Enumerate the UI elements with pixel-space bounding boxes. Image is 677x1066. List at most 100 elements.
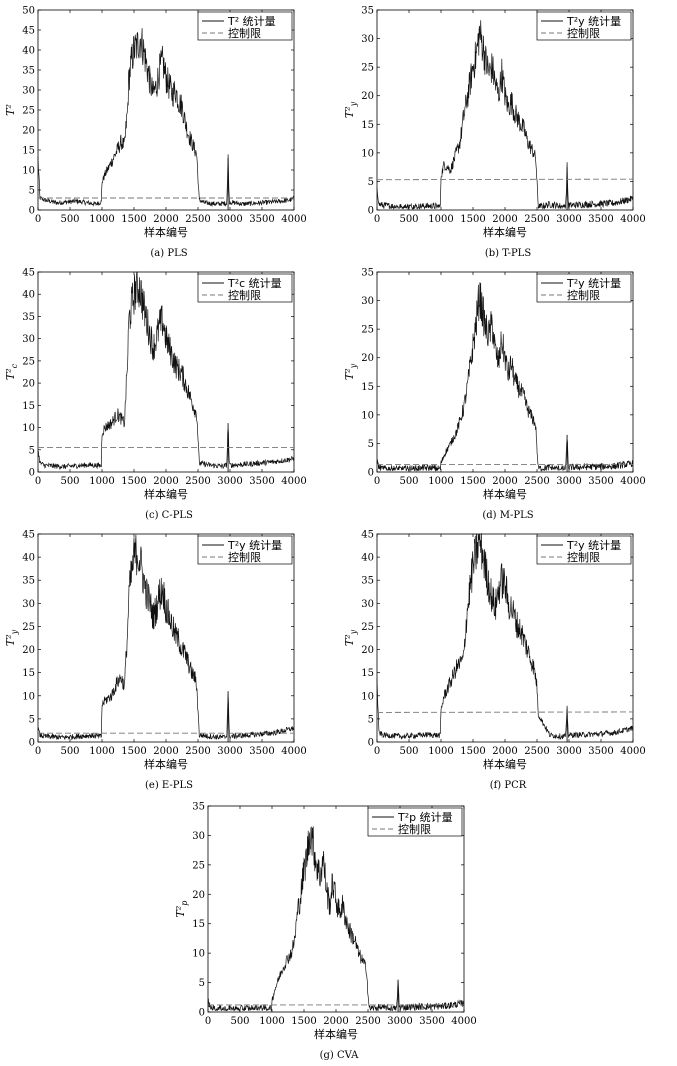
x-tick-label: 2500	[185, 476, 210, 487]
chart-panel-pcr: 0 5 10 15 20 25 30 35 40 45 0 500 1000 1500 2000 2500 30…	[339, 524, 677, 794]
chart-panel-m-pls: 0 5 10 15 20 25 30 35 0 500 1000 1500 2000 2500 3000 35…	[339, 262, 677, 524]
x-tick-label: 0	[374, 214, 380, 225]
chart-caption: (d) M-PLS	[482, 510, 534, 521]
chart-svg: 0 5 10 15 20 25 30 35 0 500 1000 1500 2000 2500 3000 35…	[343, 6, 646, 240]
y-tick-label: 5	[368, 177, 374, 188]
x-tick-label: 0	[374, 746, 380, 757]
y-tick-label: 5	[199, 978, 205, 989]
legend-label: T²y 统计量	[566, 15, 621, 28]
x-tick-label: 1500	[121, 214, 146, 225]
y-tick-label: 35	[361, 268, 374, 279]
x-tick-label: 0	[374, 476, 380, 487]
x-tick-label: 1500	[460, 476, 485, 487]
legend-label: 控制限	[398, 822, 431, 836]
y-tick-label: 30	[361, 599, 374, 610]
y-tick-label: 30	[22, 334, 35, 345]
x-axis-label: 样本编号	[144, 487, 188, 501]
x-tick-label: 500	[60, 476, 79, 487]
y-tick-label: 25	[361, 63, 374, 74]
y-axis-label-subscript: p	[180, 901, 189, 906]
chart-caption: (c) C-PLS	[145, 510, 193, 521]
x-tick-label: 3000	[556, 476, 581, 487]
legend-label: T²y 统计量	[566, 277, 621, 290]
x-tick-label: 0	[205, 1016, 211, 1027]
x-tick-label: 4000	[620, 476, 645, 487]
x-tick-label: 1500	[291, 1016, 316, 1027]
y-tick-label: 35	[361, 576, 374, 587]
y-tick-label: 15	[22, 401, 35, 412]
chart-caption: (g) CVA	[319, 1050, 359, 1061]
x-tick-label: 3000	[556, 746, 581, 757]
y-tick-label: 20	[361, 353, 374, 364]
y-axis-label: T²y	[343, 629, 358, 646]
y-tick-label: 15	[192, 919, 205, 930]
y-axis-label: T²p	[174, 901, 189, 918]
x-tick-label: 1500	[460, 214, 485, 225]
x-tick-label: 500	[60, 746, 79, 757]
y-axis-label-subscript: y	[349, 101, 358, 107]
x-tick-label: 3500	[588, 476, 613, 487]
y-tick-label: 5	[29, 445, 35, 456]
x-tick-label: 500	[399, 476, 418, 487]
y-tick-label: 40	[22, 553, 35, 564]
y-tick-label: 25	[192, 860, 205, 871]
y-tick-label: 20	[22, 645, 35, 656]
y-tick-label: 0	[29, 468, 35, 479]
y-tick-label: 15	[361, 668, 374, 679]
y-tick-label: 25	[22, 622, 35, 633]
x-tick-label: 4000	[281, 746, 306, 757]
y-tick-label: 10	[22, 166, 35, 177]
y-axis-label: T²y	[4, 629, 19, 646]
legend-box	[197, 11, 293, 41]
y-tick-label: 40	[361, 553, 374, 564]
legend-label: 控制限	[228, 550, 261, 564]
y-tick-label: 10	[22, 423, 35, 434]
legend-label: 控制限	[567, 26, 600, 40]
y-axis-label: T²y	[343, 101, 358, 118]
x-tick-label: 3500	[249, 476, 274, 487]
y-tick-label: 25	[22, 356, 35, 367]
x-tick-label: 2500	[524, 476, 549, 487]
x-tick-label: 0	[35, 476, 41, 487]
statistic-series-line	[37, 28, 294, 208]
x-tick-label: 2000	[492, 476, 517, 487]
x-tick-label: 3500	[588, 746, 613, 757]
x-axis-label: 样本编号	[483, 757, 527, 771]
x-tick-label: 4000	[620, 214, 645, 225]
x-tick-label: 1000	[89, 476, 114, 487]
x-tick-label: 500	[399, 214, 418, 225]
legend-label: T²p 统计量	[397, 811, 453, 824]
y-tick-label: 15	[22, 146, 35, 157]
x-tick-label: 3000	[217, 476, 242, 487]
y-tick-label: 0	[368, 468, 374, 479]
chart-caption: (a) PLS	[150, 248, 188, 259]
x-tick-label: 500	[60, 214, 79, 225]
x-tick-label: 2000	[153, 214, 178, 225]
y-tick-label: 35	[22, 576, 35, 587]
x-axis-label: 样本编号	[144, 225, 188, 239]
statistic-series-line	[37, 534, 295, 741]
x-tick-label: 3500	[419, 1016, 444, 1027]
x-tick-label: 0	[35, 746, 41, 757]
legend-box	[536, 273, 632, 303]
y-tick-label: 20	[361, 91, 374, 102]
chart-panel-e-pls: 0 5 10 15 20 25 30 35 40 45 0 500 1000 1500 2000 2500 30…	[0, 524, 338, 794]
y-tick-label: 25	[361, 622, 374, 633]
legend-box	[197, 273, 293, 303]
y-tick-label: 10	[361, 691, 374, 702]
x-tick-label: 3000	[556, 214, 581, 225]
x-tick-label: 1000	[428, 476, 453, 487]
x-tick-label: 4000	[451, 1016, 476, 1027]
legend-label: T²y 统计量	[227, 539, 282, 552]
y-tick-label: 35	[361, 6, 374, 17]
legend-box	[536, 535, 632, 565]
statistic-series-line	[376, 532, 633, 741]
chart-caption: (b) T-PLS	[484, 248, 532, 259]
x-tick-label: 0	[35, 214, 41, 225]
y-tick-label: 10	[22, 691, 35, 702]
x-tick-label: 2500	[355, 1016, 380, 1027]
x-tick-label: 500	[230, 1016, 249, 1027]
x-tick-label: 3500	[249, 214, 274, 225]
y-tick-label: 5	[368, 714, 374, 725]
